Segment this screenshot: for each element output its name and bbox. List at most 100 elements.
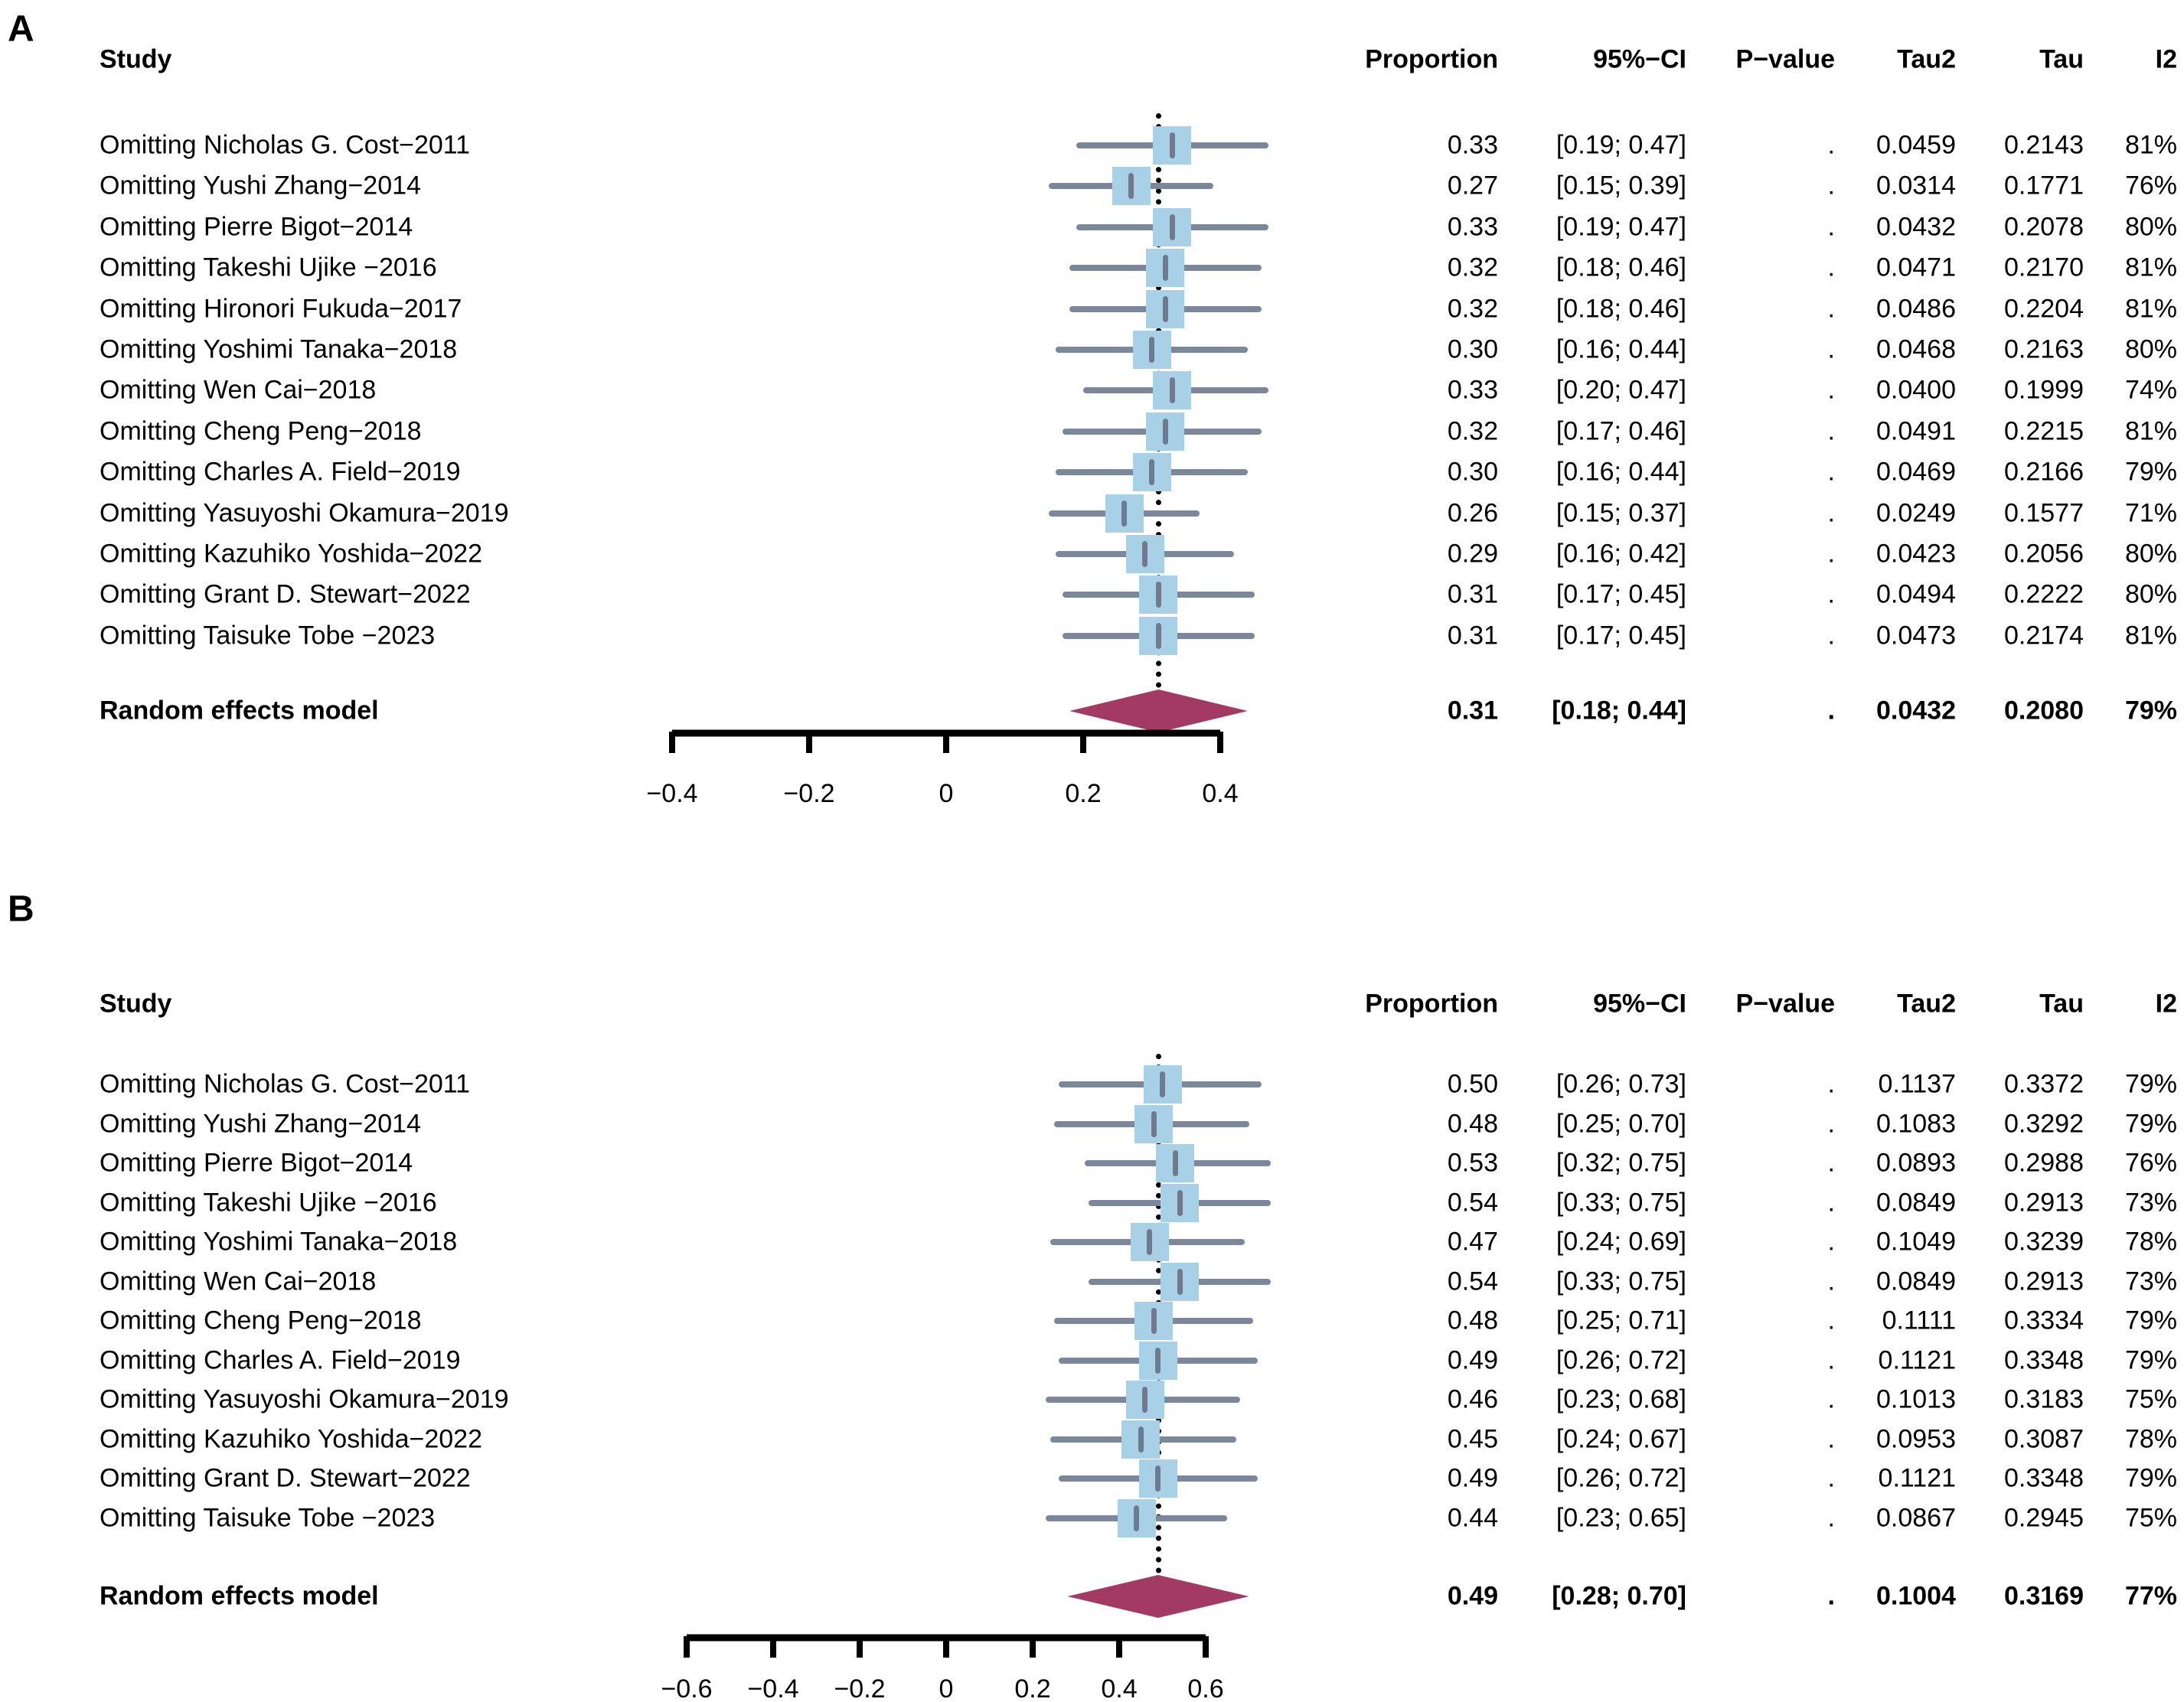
study-label: Omitting Yoshimi Tanaka−2018 (100, 1227, 458, 1257)
cell-i2: 74% (2124, 375, 2177, 405)
cell-pvalue: . (1827, 1148, 1835, 1178)
cell-pvalue: . (1827, 621, 1835, 650)
point-estimate-tick (1162, 418, 1168, 445)
point-estimate-tick (1169, 214, 1175, 240)
cell-proportion: 0.53 (1447, 1148, 1498, 1178)
cell-tau: 0.2080 (2004, 696, 2084, 725)
cell-pvalue: . (1827, 334, 1835, 364)
cell-ci: [0.32; 0.75] (1556, 1148, 1686, 1178)
study-label: Omitting Wen Cai−2018 (100, 375, 377, 405)
cell-pvalue: . (1827, 1306, 1835, 1335)
cell-pvalue: . (1827, 171, 1835, 201)
cell-tau: 0.2988 (2004, 1148, 2084, 1178)
cell-tau: 0.2215 (2004, 416, 2084, 446)
cell-ci: [0.26; 0.73] (1556, 1069, 1686, 1099)
cell-proportion: 0.33 (1447, 375, 1498, 405)
cell-tau2: 0.0400 (1876, 375, 1956, 405)
cell-ci: [0.20; 0.47] (1556, 375, 1686, 405)
cell-tau: 0.2056 (2004, 539, 2084, 569)
cell-tau: 0.3087 (2004, 1424, 2084, 1453)
cell-i2: 75% (2124, 1503, 2177, 1532)
cell-tau2: 0.0491 (1876, 416, 1956, 446)
cell-proportion: 0.50 (1447, 1069, 1498, 1099)
cell-pvalue: . (1827, 579, 1835, 609)
cell-tau: 0.3169 (2004, 1581, 2084, 1611)
study-label: Omitting Yushi Zhang−2014 (100, 171, 421, 201)
cell-pvalue: . (1827, 498, 1835, 528)
point-estimate-tick (1149, 459, 1154, 486)
cell-ci: [0.33; 0.75] (1556, 1267, 1686, 1296)
study-label: Omitting Cheng Peng−2018 (100, 416, 422, 446)
study-label: Omitting Grant D. Stewart−2022 (100, 579, 471, 609)
point-estimate-tick (1147, 1229, 1153, 1255)
point-estimate-tick (1151, 1110, 1157, 1137)
cell-proportion: 0.45 (1447, 1424, 1498, 1453)
cell-tau: 0.2945 (2004, 1503, 2084, 1532)
cell-ci: [0.15; 0.39] (1556, 171, 1686, 201)
study-label: Omitting Kazuhiko Yoshida−2022 (100, 539, 482, 569)
column-header-proportion: Proportion (1365, 44, 1498, 74)
column-header-ci: 95%−CI (1593, 989, 1686, 1019)
cell-tau: 0.1577 (2004, 498, 2084, 528)
cell-pvalue: . (1827, 1188, 1835, 1217)
cell-i2: 78% (2124, 1424, 2177, 1453)
point-estimate-tick (1142, 1387, 1148, 1413)
cell-proportion: 0.30 (1447, 334, 1498, 364)
cell-i2: 81% (2124, 294, 2177, 324)
cell-i2: 79% (2124, 696, 2177, 725)
study-label: Omitting Wen Cai−2018 (100, 1267, 377, 1296)
point-estimate-tick (1134, 1505, 1140, 1531)
panel-label-A: A (8, 8, 34, 50)
cell-proportion: 0.32 (1447, 253, 1498, 282)
cell-pvalue: . (1827, 1581, 1835, 1611)
point-estimate-tick (1169, 132, 1175, 158)
cell-tau: 0.3348 (2004, 1345, 2084, 1374)
x-axis-tick-label: 0.4 (1101, 1674, 1137, 1702)
study-label: Omitting Pierre Bigot−2014 (100, 212, 413, 242)
cell-tau: 0.2913 (2004, 1267, 2084, 1296)
cell-i2: 80% (2124, 212, 2177, 242)
summary-label: Random effects model (100, 1581, 379, 1611)
cell-proportion: 0.32 (1447, 416, 1498, 446)
cell-ci: [0.16; 0.42] (1556, 539, 1686, 569)
cell-pvalue: . (1827, 212, 1835, 242)
point-estimate-tick (1155, 1466, 1161, 1492)
cell-ci: [0.26; 0.72] (1556, 1345, 1686, 1374)
cell-proportion: 0.26 (1447, 498, 1498, 528)
cell-tau: 0.2163 (2004, 334, 2084, 364)
cell-pvalue: . (1827, 130, 1835, 160)
study-label: Omitting Yasuyoshi Okamura−2019 (100, 498, 509, 528)
cell-tau: 0.1771 (2004, 171, 2084, 201)
point-estimate-tick (1162, 255, 1168, 282)
column-header-tau: Tau (2039, 44, 2084, 74)
cell-pvalue: . (1827, 696, 1835, 725)
cell-tau: 0.3334 (2004, 1306, 2084, 1335)
x-axis-tick-label: 0 (939, 1674, 954, 1702)
cell-tau2: 0.0473 (1876, 621, 1956, 650)
column-header-proportion: Proportion (1365, 989, 1498, 1019)
study-label: Omitting Takeshi Ujike −2016 (100, 1188, 437, 1217)
cell-proportion: 0.54 (1447, 1267, 1498, 1296)
point-estimate-tick (1151, 1308, 1157, 1334)
cell-i2: 80% (2124, 334, 2177, 364)
x-axis-tick-label: −0.4 (747, 1674, 798, 1702)
study-column-header: Study (100, 989, 172, 1019)
cell-ci: [0.25; 0.71] (1556, 1306, 1686, 1335)
point-estimate-tick (1177, 1268, 1183, 1295)
cell-ci: [0.17; 0.45] (1556, 621, 1686, 650)
column-header-ci: 95%−CI (1593, 44, 1686, 74)
cell-tau: 0.3183 (2004, 1384, 2084, 1414)
cell-i2: 79% (2124, 1306, 2177, 1335)
point-estimate-tick (1162, 295, 1168, 322)
cell-ci: [0.19; 0.47] (1556, 212, 1686, 242)
cell-proportion: 0.48 (1447, 1306, 1498, 1335)
cell-tau: 0.2174 (2004, 621, 2084, 650)
cell-proportion: 0.46 (1447, 1384, 1498, 1414)
cell-tau2: 0.1049 (1876, 1227, 1956, 1257)
cell-i2: 80% (2124, 539, 2177, 569)
cell-proportion: 0.30 (1447, 457, 1498, 487)
cell-pvalue: . (1827, 1503, 1835, 1532)
column-header-pvalue: P−value (1735, 44, 1835, 74)
cell-i2: 79% (2124, 1345, 2177, 1374)
